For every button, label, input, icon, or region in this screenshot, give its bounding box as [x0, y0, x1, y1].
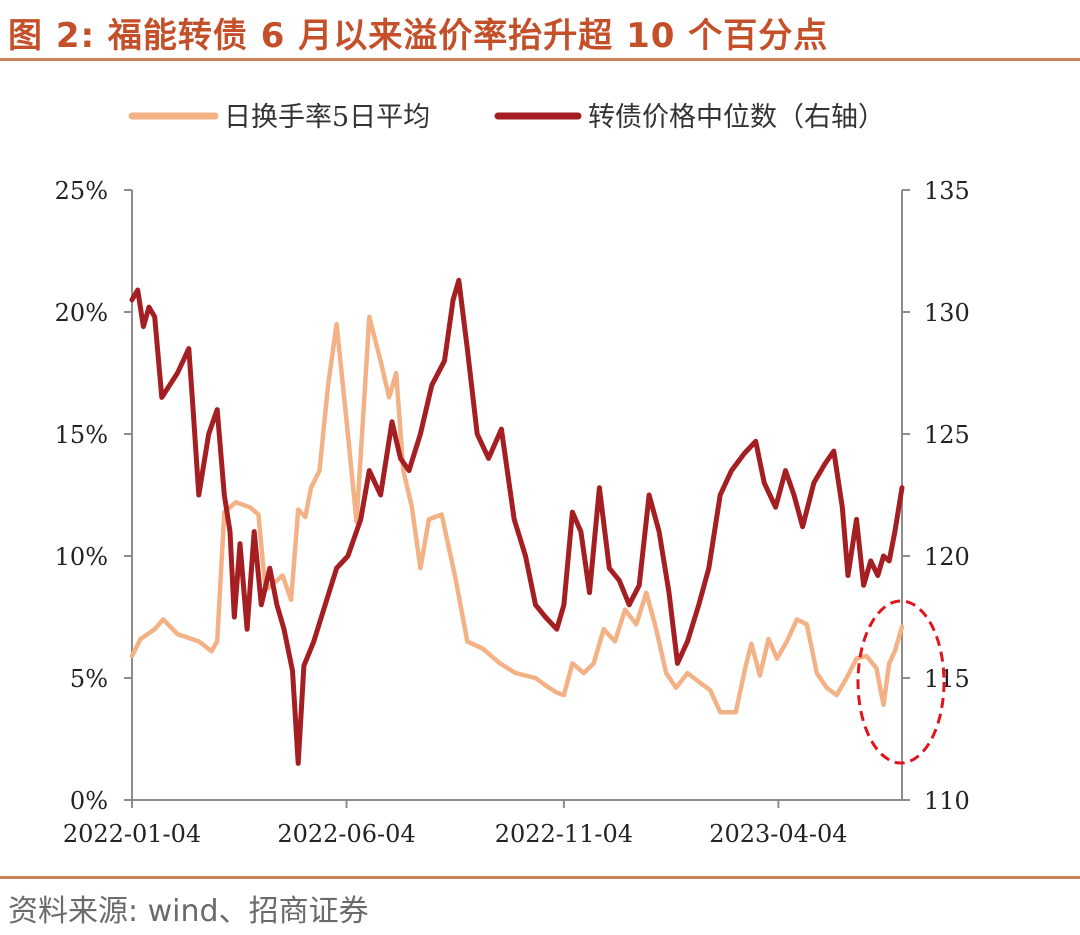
- left-tick-label: 10%: [55, 543, 108, 571]
- left-tick-label: 25%: [55, 177, 108, 205]
- left-tick-label: 20%: [55, 299, 108, 327]
- chart-title: 图 2: 福能转债 6 月以来溢价率抬升超 10 个百分点: [8, 16, 829, 56]
- right-tick-label: 120: [924, 543, 970, 571]
- series-lines: [129, 277, 905, 766]
- line-chart: 日换手率5日平均 转债价格中位数（右轴） 0% 5% 10% 15% 20% 25% 110…: [55, 102, 970, 848]
- x-tick-label: 2022-01-04: [63, 820, 201, 848]
- left-tick-label: 5%: [70, 665, 108, 693]
- legend-label-price: 转债价格中位数（右轴）: [588, 102, 885, 133]
- source-note: 资料来源: wind、招商证券: [8, 894, 369, 929]
- axes: 0% 5% 10% 15% 20% 25% 110 115 120 125 130 135 2022-0…: [55, 177, 970, 848]
- right-tick-label: 130: [924, 299, 970, 327]
- left-tick-label: 0%: [70, 787, 108, 815]
- right-tick-label: 125: [924, 421, 970, 449]
- highlight-ellipse: [856, 599, 946, 765]
- legend: 日换手率5日平均 转债价格中位数（右轴）: [128, 102, 885, 133]
- left-tick-label: 15%: [55, 421, 108, 449]
- right-tick-label: 110: [924, 787, 970, 815]
- x-tick-label: 2022-06-04: [277, 820, 415, 848]
- x-tick-label: 2022-11-04: [495, 820, 633, 848]
- legend-label-turnover: 日换手率5日平均: [224, 102, 430, 133]
- series-line-turnover: [129, 314, 905, 715]
- right-tick-label: 135: [924, 177, 970, 205]
- source-divider: [0, 876, 1080, 879]
- x-tick-label: 2023-04-04: [709, 820, 847, 848]
- title-divider: [0, 58, 1080, 61]
- series-line-price: [129, 277, 905, 766]
- right-tick-label: 115: [924, 665, 970, 693]
